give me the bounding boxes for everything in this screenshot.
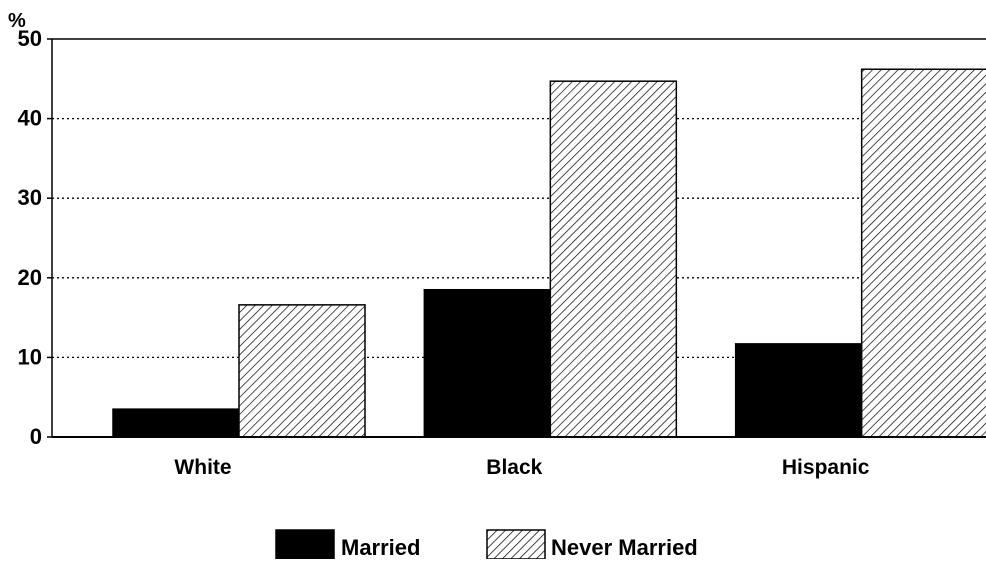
y-tick-label: 0	[30, 424, 42, 449]
legend-swatch-married	[275, 529, 335, 560]
legend-label: Never Married	[551, 535, 698, 559]
bar-married-white	[112, 408, 240, 438]
axes	[51, 38, 986, 438]
x-tick-label: Black	[486, 456, 542, 479]
y-tick-labels: 0 10 20 30 40 50	[18, 26, 52, 449]
bar-never-married-white	[238, 304, 366, 438]
y-tick-label: 50	[18, 26, 42, 51]
x-tick-label: White	[174, 456, 231, 479]
legend-swatch-never-married	[486, 529, 546, 560]
bar-married-black	[423, 288, 552, 438]
legend: Married Never Married	[275, 529, 698, 560]
x-tick-labels: White Black Hispanic	[174, 456, 869, 479]
x-tick-label: Hispanic	[782, 456, 870, 479]
y-axis-unit-label: %	[8, 10, 26, 32]
y-tick-label: 10	[18, 344, 42, 369]
legend-label: Married	[341, 535, 420, 559]
y-tick-label: 40	[18, 106, 42, 131]
bar-married-hispanic	[734, 343, 863, 438]
bar-never-married-hispanic	[860, 68, 986, 438]
bar-never-married-black	[549, 80, 678, 438]
bars	[112, 68, 986, 438]
y-tick-label: 30	[18, 185, 42, 210]
y-tick-label: 20	[18, 265, 42, 290]
